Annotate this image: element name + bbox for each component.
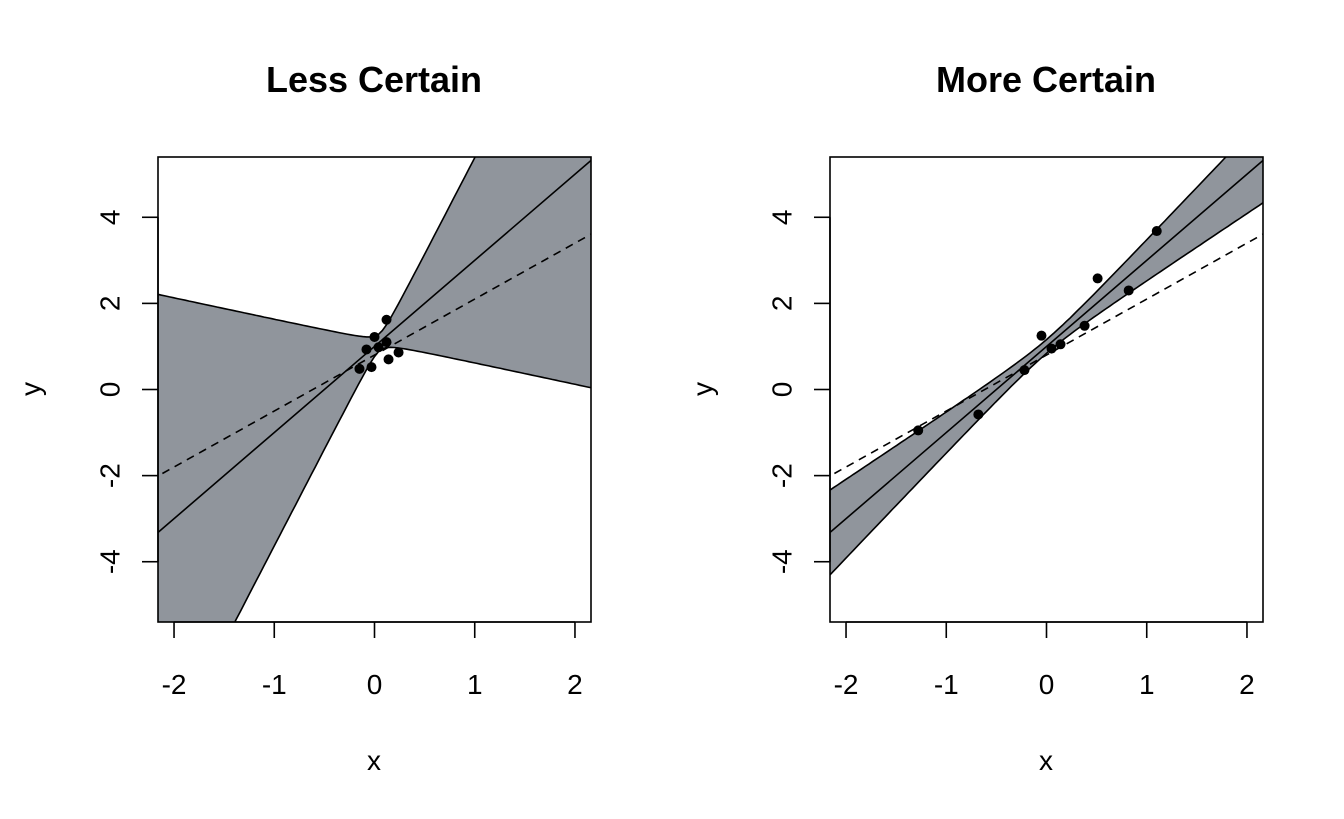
y-axis-label: y: [15, 382, 46, 396]
data-point: [366, 362, 377, 373]
true-line: [830, 233, 1263, 477]
y-tick-label: 2: [767, 296, 798, 312]
data-point: [1151, 226, 1162, 237]
x-tick-label: 1: [467, 669, 483, 700]
data-point: [1019, 365, 1030, 376]
x-tick-label: 1: [1139, 669, 1155, 700]
panel-less-certain: Less Certain -2 -1 0 1 2 -4 -2 0 2 4 x y: [15, 59, 592, 776]
y-tick-label: -4: [767, 549, 798, 574]
chart-title: More Certain: [936, 59, 1156, 100]
y-tick-label: -2: [95, 463, 126, 488]
data-point: [1092, 273, 1103, 284]
data-point: [361, 344, 372, 355]
data-point: [393, 347, 404, 358]
chart-title: Less Certain: [266, 59, 482, 100]
fitted-line: [830, 159, 1263, 534]
data-point: [354, 363, 365, 374]
panel-more-certain: More Certain -2 -1 0 1 2 -4 -2 0 2 4 x y: [687, 59, 1264, 776]
data-point: [383, 354, 394, 365]
y-tick-label: 0: [95, 382, 126, 398]
data-point: [1036, 330, 1047, 341]
confidence-band: [830, 157, 1263, 577]
data-point: [973, 409, 984, 420]
y-axis: -4 -2 0 2 4: [95, 209, 159, 574]
data-point: [913, 425, 924, 436]
x-axis: -2 -1 0 1 2: [834, 621, 1255, 700]
true-line: [158, 233, 591, 477]
y-tick-label: 4: [95, 209, 126, 225]
x-axis: -2 -1 0 1 2: [162, 621, 583, 700]
x-tick-label: -1: [262, 669, 287, 700]
data-point: [373, 342, 384, 353]
x-tick-label: -2: [834, 669, 859, 700]
y-tick-label: -4: [95, 549, 126, 574]
data-point: [1055, 339, 1066, 350]
data-point: [381, 314, 392, 325]
x-tick-label: 0: [1039, 669, 1055, 700]
x-tick-label: 2: [567, 669, 583, 700]
data-point: [381, 337, 392, 348]
x-tick-label: 2: [1239, 669, 1255, 700]
data-point: [1046, 343, 1057, 354]
x-tick-label: -2: [162, 669, 187, 700]
data-point: [1079, 320, 1090, 331]
y-tick-label: -2: [767, 463, 798, 488]
x-axis-label: x: [367, 745, 381, 776]
x-tick-label: 0: [367, 669, 383, 700]
y-axis: -4 -2 0 2 4: [767, 209, 831, 574]
plot-area: [830, 157, 1263, 577]
x-axis-label: x: [1039, 745, 1053, 776]
confidence-band: [158, 157, 591, 622]
y-tick-label: 2: [95, 296, 126, 312]
y-tick-label: 0: [767, 382, 798, 398]
y-axis-label: y: [687, 382, 718, 396]
data-point: [369, 331, 380, 342]
data-point: [1123, 285, 1134, 296]
x-tick-label: -1: [934, 669, 959, 700]
y-tick-label: 4: [767, 209, 798, 225]
plot-area: [158, 157, 591, 622]
